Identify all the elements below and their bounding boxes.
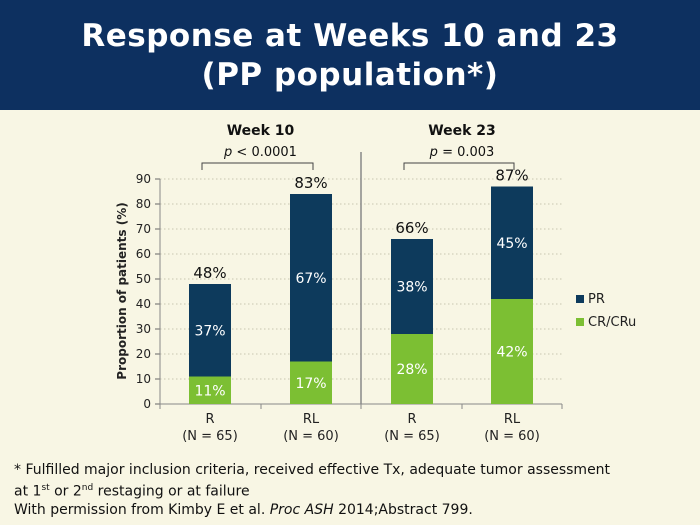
y-axis-label: Proportion of patients (%) bbox=[115, 202, 129, 379]
p-symbol: p bbox=[223, 145, 232, 160]
citation-text: With permission from Kimby E et al. bbox=[14, 502, 270, 518]
bar-total-label: 66% bbox=[395, 219, 428, 237]
y-tick-label: 40 bbox=[136, 297, 151, 311]
footnote-sup: st bbox=[41, 483, 50, 493]
bar-label-cr-cru: 42% bbox=[496, 345, 527, 361]
p-value: < 0.0001 bbox=[232, 145, 297, 160]
bar-cr-cru bbox=[189, 376, 231, 404]
legend-label: CR/CRu bbox=[588, 315, 636, 330]
x-category-label: R bbox=[407, 412, 416, 427]
bar-pr bbox=[290, 194, 332, 362]
x-category-n-label: (N = 65) bbox=[384, 429, 440, 444]
bar-label-pr: 45% bbox=[496, 236, 527, 252]
y-tick-label: 0 bbox=[143, 397, 151, 411]
footnote-citation: With permission from Kimby E et al. Proc… bbox=[14, 501, 473, 519]
legend-swatch bbox=[576, 295, 584, 303]
x-category-label: RL bbox=[504, 412, 521, 427]
footnote-criteria: * Fulfilled major inclusion criteria, re… bbox=[14, 462, 611, 478]
stacked-bar-chart: 0 10 20 30 40 50 60 70 80 90 Proportion of patient… bbox=[115, 123, 636, 444]
citation-journal: Proc ASH bbox=[269, 502, 334, 518]
p-symbol: p bbox=[429, 145, 438, 160]
bar-label-cr-cru: 28% bbox=[396, 362, 427, 378]
significance-bracket bbox=[201, 162, 314, 170]
bar-label-pr: 38% bbox=[396, 280, 427, 296]
x-category-label: R bbox=[205, 412, 214, 427]
slide-title-line-2: (PP population*) bbox=[201, 57, 499, 93]
bar-cr-cru bbox=[391, 334, 433, 404]
footnote-restaging: at 1st or 2nd restaging or at failure bbox=[14, 479, 250, 501]
footnote-text: restaging or at failure bbox=[93, 483, 250, 500]
y-tick-label: 90 bbox=[136, 172, 151, 186]
footnote-sup: nd bbox=[81, 483, 94, 493]
x-category-n-label: (N = 60) bbox=[484, 429, 540, 444]
p-value: = 0.003 bbox=[438, 145, 494, 160]
group-label: Week 10 bbox=[227, 123, 295, 139]
bar-label-cr-cru: 11% bbox=[194, 383, 225, 399]
y-tick-label: 10 bbox=[136, 372, 151, 386]
bar-label-pr: 37% bbox=[194, 323, 225, 339]
y-tick-label: 70 bbox=[136, 222, 151, 236]
bar-total-label: 87% bbox=[495, 167, 528, 185]
bar-total-label: 48% bbox=[193, 264, 226, 282]
y-tick-label: 80 bbox=[136, 197, 151, 211]
legend-label: PR bbox=[588, 292, 605, 307]
y-tick-label: 30 bbox=[136, 322, 151, 336]
bar-label-pr: 67% bbox=[295, 271, 326, 287]
y-tick-label: 20 bbox=[136, 347, 151, 361]
title-bar: Response at Weeks 10 and 23 (PP populati… bbox=[0, 0, 700, 110]
bar-cr-cru bbox=[491, 299, 533, 404]
slide-title-line-1: Response at Weeks 10 and 23 bbox=[81, 18, 619, 54]
legend-swatch bbox=[576, 318, 584, 326]
bar-total-label: 83% bbox=[294, 174, 327, 192]
bar-pr bbox=[189, 284, 231, 377]
group-label: Week 23 bbox=[428, 123, 496, 139]
x-category-n-label: (N = 65) bbox=[182, 429, 238, 444]
bar-cr-cru bbox=[290, 361, 332, 404]
footnote-text: or 2 bbox=[49, 483, 82, 500]
y-tick-label: 60 bbox=[136, 247, 151, 261]
x-category-n-label: (N = 60) bbox=[283, 429, 339, 444]
significance-bracket bbox=[403, 162, 515, 170]
bar-pr bbox=[391, 239, 433, 334]
p-value-label: p < 0.0001 bbox=[223, 145, 297, 160]
bar-label-cr-cru: 17% bbox=[295, 376, 326, 392]
x-category-label: RL bbox=[303, 412, 320, 427]
citation-text: 2014;Abstract 799. bbox=[333, 502, 473, 518]
bar-pr bbox=[491, 186, 533, 299]
y-tick-label: 50 bbox=[136, 272, 151, 286]
footnote-text: at 1 bbox=[14, 483, 42, 500]
p-value-label: p = 0.003 bbox=[429, 145, 495, 160]
